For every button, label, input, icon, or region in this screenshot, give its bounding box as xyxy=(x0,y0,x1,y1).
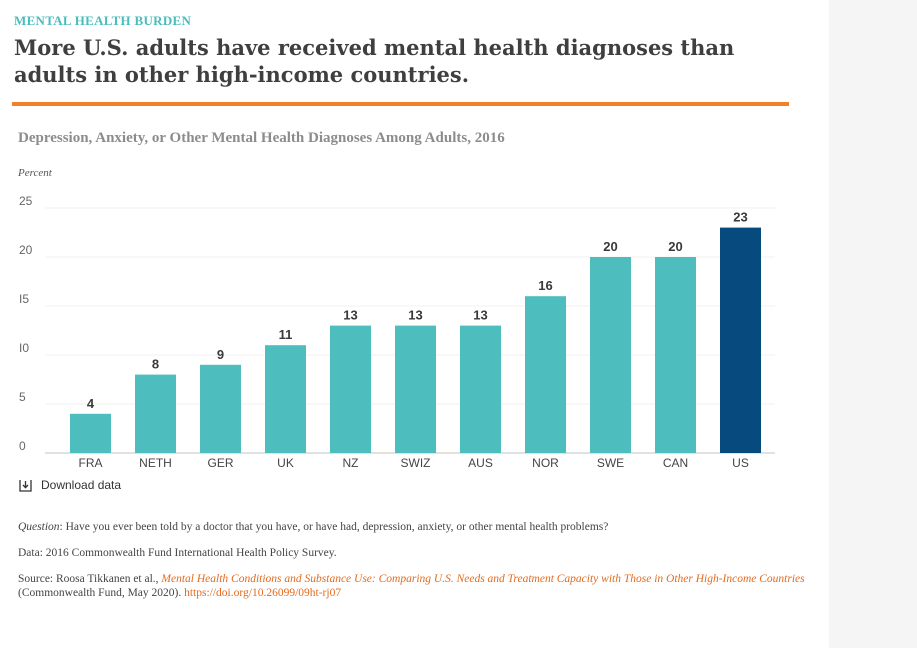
header-rule xyxy=(12,102,789,106)
bar-value-label: 13 xyxy=(408,308,422,323)
source-doi-link[interactable]: https://doi.org/10.26099/09ht-rj07 xyxy=(184,587,342,599)
bar-value-labels: 4 8 9 11 13 13 13 16 20 20 23 xyxy=(87,210,748,411)
bar-nz[interactable] xyxy=(330,325,371,453)
x-tick-label: SWIZ xyxy=(401,456,431,470)
bar-value-label: 20 xyxy=(668,239,682,254)
chart-notes: Question: Have you ever been told by a d… xyxy=(18,520,808,612)
x-tick-label: NETH xyxy=(139,456,172,470)
x-tick-label: NOR xyxy=(532,456,559,470)
question-label: Question xyxy=(18,521,60,533)
bar-ger[interactable] xyxy=(200,364,241,453)
y-tick-label: 25 xyxy=(19,194,33,208)
y-tick-label: 20 xyxy=(19,243,33,257)
side-panel xyxy=(829,0,917,648)
kicker-label: MENTAL HEALTH BURDEN xyxy=(14,13,192,28)
y-axis-ticks: 0 5 I0 I5 20 25 xyxy=(19,194,33,453)
y-tick-label: 0 xyxy=(19,439,26,453)
bar-value-label: 4 xyxy=(87,396,95,411)
page-title: More U.S. adults have received mental he… xyxy=(14,35,735,87)
bar-value-label: 8 xyxy=(152,357,159,372)
download-data-button[interactable]: Download data xyxy=(19,478,121,492)
bar-value-label: 13 xyxy=(343,308,357,323)
bar-us[interactable] xyxy=(720,227,761,453)
source-note: Source: Roosa Tikkanen et al., Mental He… xyxy=(18,572,808,600)
bar-fra[interactable] xyxy=(70,413,111,453)
x-tick-label: NZ xyxy=(343,456,359,470)
bar-swiz[interactable] xyxy=(395,325,436,453)
source-prefix: Source: Roosa Tikkanen et al., xyxy=(18,573,162,585)
question-text: : Have you ever been told by a doctor th… xyxy=(59,521,609,533)
x-tick-label: CAN xyxy=(663,456,688,470)
x-axis-ticks: FRA NETH GER UK NZ SWIZ AUS NOR SWE CAN US xyxy=(79,456,749,470)
bar-value-label: 23 xyxy=(733,210,747,225)
chart-title: Depression, Anxiety, or Other Mental Hea… xyxy=(18,130,505,146)
source-report-link[interactable]: Mental Health Conditions and Substance U… xyxy=(161,573,805,585)
bar-can[interactable] xyxy=(655,257,696,453)
x-tick-label: US xyxy=(732,456,749,470)
y-axis-unit-label: Percent xyxy=(18,167,52,179)
bar-value-label: 13 xyxy=(473,308,487,323)
bar-chart: 0 5 I0 I5 20 25 4 8 9 11 13 13 13 16 20 20 23 FRA NETH GE… xyxy=(19,194,775,470)
bar-value-label: 11 xyxy=(279,327,293,342)
x-tick-label: SWE xyxy=(597,456,624,470)
x-tick-label: GER xyxy=(207,456,233,470)
bar-value-label: 16 xyxy=(538,278,552,293)
bar-aus[interactable] xyxy=(460,325,501,453)
main-content: MENTAL HEALTH BURDEN More U.S. adults ha… xyxy=(12,13,808,612)
data-note: Data: 2016 Commonwealth Fund Internation… xyxy=(18,547,337,559)
source-suffix: (Commonwealth Fund, May 2020). xyxy=(18,587,185,599)
download-icon xyxy=(19,479,32,492)
x-tick-label: FRA xyxy=(79,456,103,470)
x-tick-label: UK xyxy=(277,456,294,470)
download-data-label: Download data xyxy=(41,478,122,492)
bar-swe[interactable] xyxy=(590,257,631,453)
bar-value-label: 20 xyxy=(603,239,617,254)
y-tick-label: I0 xyxy=(19,341,29,355)
bars xyxy=(70,227,761,453)
x-tick-label: AUS xyxy=(468,456,493,470)
bar-nor[interactable] xyxy=(525,296,566,453)
y-tick-label: 5 xyxy=(19,390,26,404)
question-note: Question: Have you ever been told by a d… xyxy=(18,520,808,534)
bar-value-label: 9 xyxy=(217,347,224,362)
bar-uk[interactable] xyxy=(265,345,306,453)
y-tick-label: I5 xyxy=(19,292,29,306)
bar-neth[interactable] xyxy=(135,374,176,453)
